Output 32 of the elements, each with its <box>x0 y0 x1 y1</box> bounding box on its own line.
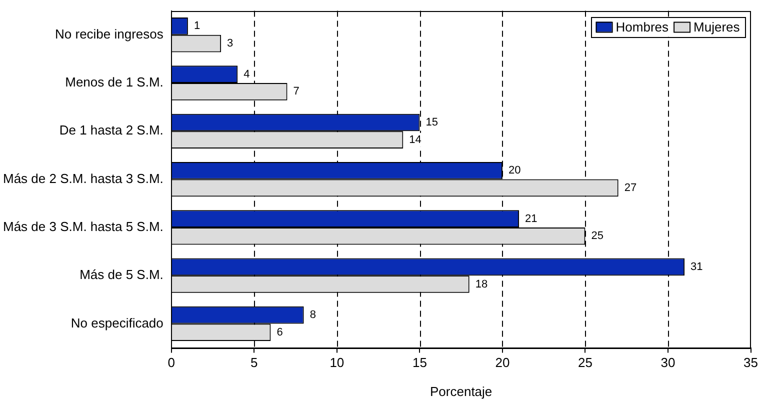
x-axis-title: Porcentaje <box>430 384 492 399</box>
data-label: 14 <box>409 134 422 146</box>
legend-label: Mujeres <box>694 19 740 34</box>
y-tick-label: No recibe ingresos <box>55 26 164 42</box>
data-label: 20 <box>508 164 521 177</box>
y-tick-label: Más de 5 S.M. <box>80 267 164 282</box>
data-label: 6 <box>276 326 283 338</box>
data-label: 3 <box>227 38 234 50</box>
data-label: 8 <box>310 309 316 322</box>
x-tick-label: 20 <box>495 355 510 370</box>
y-tick-label: Más de 2 S.M. hasta 3 S.M. <box>2 170 164 186</box>
data-label: 1 <box>194 20 200 32</box>
data-label: 18 <box>475 278 488 290</box>
x-tick-label: 0 <box>168 355 176 370</box>
x-tick-label: 5 <box>250 355 258 370</box>
data-label: 21 <box>525 212 538 225</box>
data-label: 4 <box>244 68 250 80</box>
data-label: 31 <box>690 260 703 273</box>
y-tick-label: Más de 3 S.M. hasta 5 S.M. <box>2 219 164 234</box>
y-tick-label: No especificado <box>70 315 164 330</box>
y-tick-label: De 1 hasta 2 S.M. <box>59 122 164 138</box>
x-tick-label: 15 <box>412 355 427 370</box>
x-tick-label: 30 <box>660 355 676 370</box>
data-label: 25 <box>591 230 604 242</box>
x-tick-label: 35 <box>744 355 758 370</box>
data-label: 7 <box>293 86 300 98</box>
y-tick-label: Menos de 1 S.M. <box>65 74 164 90</box>
legend-label: Hombres <box>616 19 670 34</box>
x-tick-label: 25 <box>578 355 592 370</box>
data-label: 27 <box>624 182 637 194</box>
x-tick-label: 10 <box>330 355 344 370</box>
data-label: 15 <box>426 116 438 129</box>
